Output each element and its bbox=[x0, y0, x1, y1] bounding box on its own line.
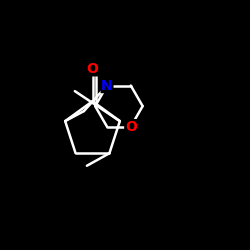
Text: O: O bbox=[125, 120, 137, 134]
Text: O: O bbox=[86, 62, 99, 76]
Text: N: N bbox=[101, 78, 113, 92]
